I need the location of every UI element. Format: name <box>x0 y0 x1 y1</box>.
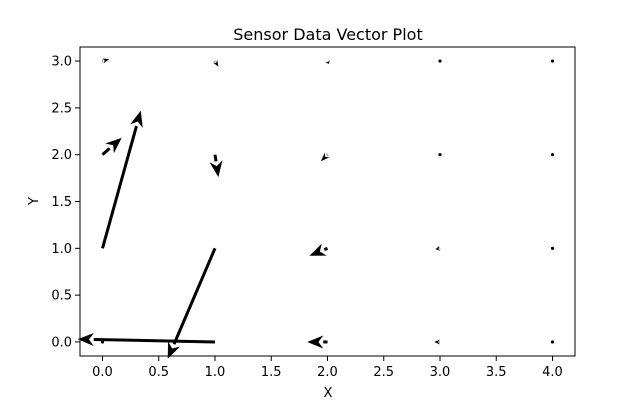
vector-shaft <box>172 247 217 345</box>
x-tick-label: 0.0 <box>92 365 113 380</box>
vector-head <box>130 110 143 128</box>
vector-arrow <box>550 246 555 250</box>
vector-head <box>307 335 324 349</box>
vector-point <box>438 59 442 63</box>
y-axis-label: Y <box>27 197 42 206</box>
vector-point <box>550 340 555 344</box>
vector-arrows <box>77 58 555 359</box>
x-tick-label: 3.0 <box>430 365 451 380</box>
vector-arrow <box>435 245 441 251</box>
vector-point <box>550 246 555 250</box>
x-axis-ticks: 0.0 0.5 1.0 1.5 2.0 2.5 3.0 3.5 4.0 <box>92 356 563 380</box>
x-tick-label: 3.5 <box>486 365 507 380</box>
vector-shaft <box>323 246 329 252</box>
vector-arrow <box>307 335 328 349</box>
x-tick-label: 4.0 <box>542 365 563 380</box>
plot-frame <box>79 46 576 357</box>
vector-arrow <box>438 153 442 157</box>
y-tick-label: 1.5 <box>51 195 72 210</box>
vector-head <box>309 243 327 256</box>
vector-head <box>102 58 110 64</box>
vector-head <box>435 245 441 251</box>
vector-arrow <box>320 152 330 162</box>
vector-head <box>209 160 223 178</box>
vector-arrow <box>209 154 223 178</box>
vector-head <box>434 339 440 345</box>
y-tick-label: 1.0 <box>51 242 72 257</box>
vector-shaft <box>213 154 218 162</box>
vector-point <box>550 153 555 157</box>
vector-head <box>325 60 330 64</box>
vector-head <box>320 152 330 162</box>
y-axis-ticks: 0.0 0.5 1.0 1.5 2.0 2.5 3.0 <box>51 55 80 350</box>
y-tick-label: 3.0 <box>51 55 72 70</box>
vector-shaft <box>93 337 216 344</box>
vector-arrow <box>167 247 217 359</box>
y-tick-label: 2.5 <box>51 101 72 116</box>
vector-arrow <box>101 137 122 156</box>
vector-point <box>550 59 555 63</box>
x-tick-label: 0.5 <box>148 365 169 380</box>
vector-head <box>213 60 219 67</box>
vector-arrow <box>213 60 219 67</box>
vector-arrow <box>550 59 555 63</box>
y-tick-label: 2.0 <box>51 148 72 163</box>
vector-shaft <box>101 125 138 249</box>
y-tick-label: 0.5 <box>51 289 72 304</box>
chart-title: Sensor Data Vector Plot <box>233 25 422 44</box>
vector-head <box>77 332 94 346</box>
x-axis-label: X <box>324 386 333 401</box>
y-tick-label: 0.0 <box>51 335 72 350</box>
vector-arrow <box>102 58 110 64</box>
vector-arrow <box>101 110 143 249</box>
vector-arrow <box>325 60 330 64</box>
vector-arrow <box>550 340 555 344</box>
vector-point <box>438 153 442 157</box>
vector-head <box>167 341 181 359</box>
x-tick-label: 2.0 <box>317 365 338 380</box>
x-tick-label: 1.0 <box>205 365 226 380</box>
vector-head <box>105 137 122 154</box>
vector-arrow <box>309 243 329 256</box>
x-tick-label: 1.5 <box>261 365 282 380</box>
x-tick-label: 2.5 <box>373 365 394 380</box>
vector-shaft <box>101 147 111 156</box>
vector-arrow <box>550 153 555 157</box>
vector-arrow <box>438 59 442 63</box>
vector-arrow <box>77 332 216 346</box>
vector-arrow <box>434 339 440 345</box>
